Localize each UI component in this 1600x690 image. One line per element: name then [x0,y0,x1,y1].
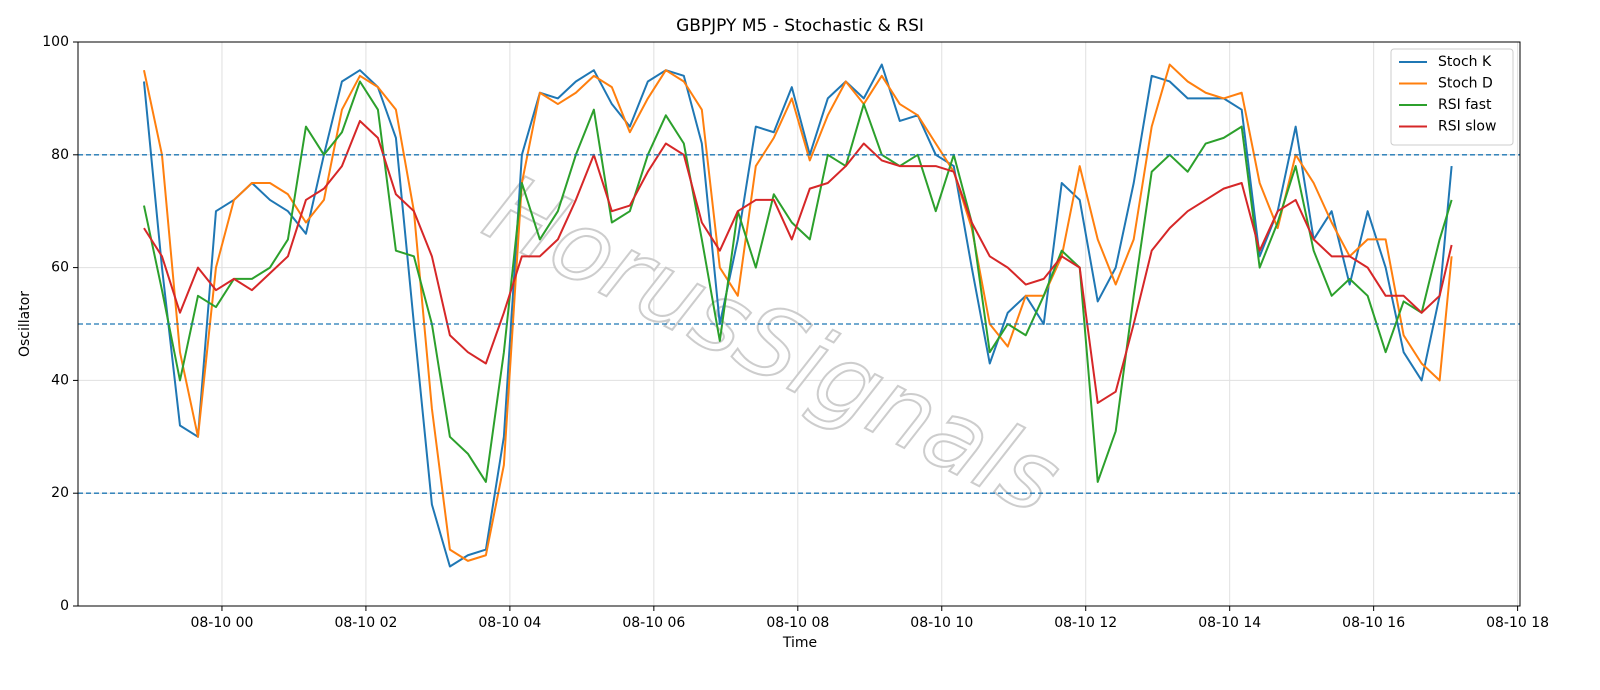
y-axis-label: Oscillator [17,291,33,357]
y-tick-label: 0 [60,598,69,614]
plot-frame [77,41,1521,607]
legend-label: Stoch D [1438,76,1493,92]
x-axis-label: Time [782,635,817,651]
y-tick-label: 40 [51,372,69,388]
x-tick-label: 08-10 08 [766,615,829,631]
x-tick-label: 08-10 06 [622,615,685,631]
chart-title: GBPJPY M5 - Stochastic & RSI [676,16,924,36]
x-tick-label: 08-10 02 [334,615,397,631]
x-tick-label: 08-10 10 [910,615,973,631]
y-tick-label: 80 [51,147,69,163]
x-tick-label: 08-10 04 [478,615,541,631]
legend: Stoch K Stoch D RSI fast RSI slow [1390,48,1514,146]
series-line [143,80,1453,483]
x-tick-label: 08-10 18 [1486,615,1549,631]
x-tick-label: 08-10 16 [1342,615,1405,631]
series-line [143,119,1453,404]
legend-label: RSI fast [1438,97,1492,113]
x-tick-label: 08-10 14 [1198,615,1261,631]
legend-box [1390,48,1514,146]
legend-label: Stoch K [1438,54,1492,70]
y-tick-label: 100 [42,34,69,50]
legend-label: RSI slow [1438,119,1496,135]
y-tick-label: 60 [51,260,69,276]
series-line [142,63,1453,568]
y-tick-label: 20 [51,485,69,501]
series-line [143,63,1453,562]
x-tick-label: 08-10 12 [1054,615,1117,631]
x-tick-label: 08-10 00 [190,615,253,631]
